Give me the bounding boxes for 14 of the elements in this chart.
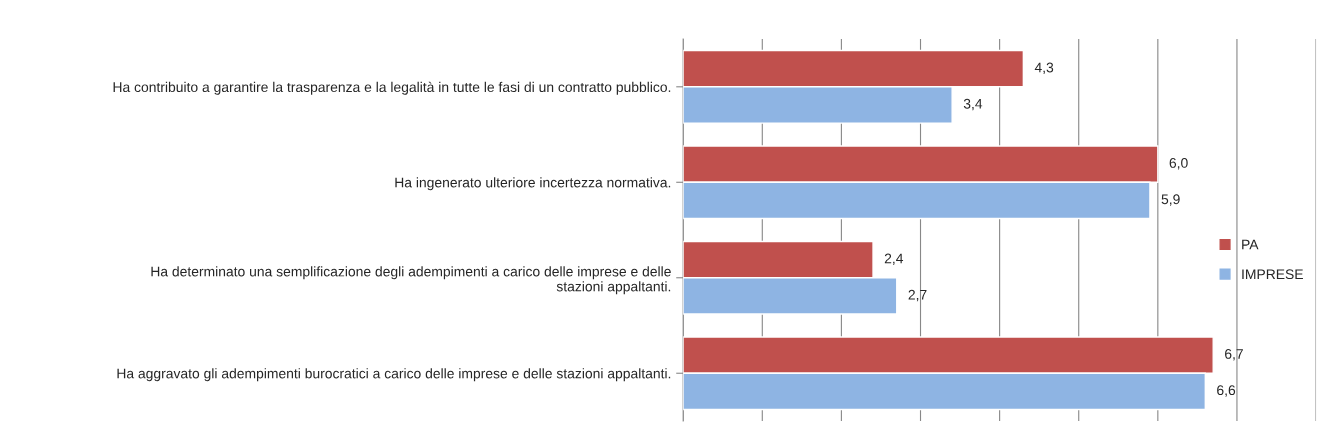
legend-label: PA: [1242, 239, 1259, 250]
data-label: 6,7: [1225, 348, 1243, 361]
data-label: 4,3: [1034, 62, 1054, 75]
data-label: 3,4: [963, 98, 983, 111]
data-label: 2,7: [908, 289, 927, 302]
data-label: 6,0: [1169, 158, 1188, 170]
legend-label: IMPRESE: [1242, 269, 1303, 280]
y-tick-label: Ha ingenerato ulteriore incertezza normativa.: [395, 177, 671, 191]
y-tick-label: Ha determinato una semplificazione degli adempimenti a carico delle imprese e delle stazioni appaltanti.: [151, 266, 671, 295]
data-label: 5,9: [1161, 194, 1180, 206]
data-label: 6,6: [1217, 385, 1236, 397]
y-tick-label: Ha aggravato gli adempimenti burocratici a carico delle imprese e delle stazioni appaltanti.: [117, 368, 671, 382]
data-label: 2,4: [884, 253, 904, 265]
y-tick-label: Ha contribuito a garantire la trasparenza e la legalità in tutte le fasi di un contratto pubblico.: [113, 81, 671, 95]
